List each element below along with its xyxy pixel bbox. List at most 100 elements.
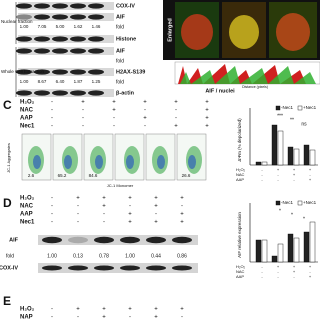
treatment-sign: + [205, 124, 209, 130]
band [88, 14, 104, 20]
treatment-sign: + [128, 196, 132, 202]
condition-sign: - [261, 177, 263, 182]
treatment-label: H₂O₂ [20, 196, 35, 202]
treatment-sign: - [82, 108, 84, 114]
flow-cloud [126, 155, 134, 169]
band [172, 236, 192, 244]
treatment-sign: + [180, 307, 184, 313]
treatment-sign: - [155, 212, 157, 218]
treatment-sign: - [51, 124, 53, 130]
fold-value: 8.67 [38, 79, 47, 84]
band [52, 36, 68, 42]
flow-cloud [95, 155, 103, 169]
condition-sign: - [261, 167, 263, 172]
treatment-label: H₂O₂ [20, 100, 35, 106]
axis-label: JC-1 Monomer [107, 183, 134, 188]
fold-value: 1.00 [20, 24, 29, 29]
bar [303, 231, 310, 263]
bar [261, 161, 268, 166]
blot-strip [38, 235, 198, 245]
panel-letter: E [3, 294, 11, 308]
section-label: Nuclear fraction [1, 19, 33, 24]
fold-value: 5.00 [56, 24, 65, 29]
condition-label: NAC [236, 269, 245, 274]
treatment-sign: + [180, 220, 184, 226]
treatment-sign: - [77, 315, 79, 320]
blot-label: fold [116, 79, 124, 85]
condition-label: AAP [236, 177, 244, 182]
band [70, 90, 86, 96]
annotation: * [279, 208, 281, 214]
band [42, 236, 62, 244]
band [16, 14, 32, 20]
band [34, 48, 50, 54]
treatment-sign: + [154, 196, 158, 202]
blot-label: AIF [116, 14, 126, 20]
blot-label: COX-IV [0, 265, 18, 271]
treatment-label: NAP [20, 315, 33, 320]
band [34, 69, 50, 75]
treatment-sign: - [181, 204, 183, 210]
flow-cloud [188, 155, 196, 169]
bar [261, 239, 268, 263]
band [52, 48, 68, 54]
treatment-sign: - [129, 315, 131, 320]
condition-sign: - [277, 269, 279, 274]
legend-label: -Nec1 [281, 105, 294, 110]
band [34, 36, 50, 42]
treatment-sign: - [51, 196, 53, 202]
band [70, 69, 86, 75]
treatment-sign: - [51, 108, 53, 114]
treatment-sign: + [102, 315, 106, 320]
panel-letter: C [3, 98, 12, 112]
flow-cloud [33, 155, 41, 169]
treatment-sign: - [51, 212, 53, 218]
blot-label: AIF [9, 237, 19, 243]
fold-value: 1.46 [92, 24, 101, 29]
band [34, 90, 50, 96]
band [16, 3, 32, 9]
condition-sign: + [293, 172, 296, 177]
treatment-sign: - [51, 307, 53, 313]
band [16, 69, 32, 75]
fold-value: 1.62 [74, 24, 83, 29]
bar [277, 243, 284, 263]
bar [309, 221, 316, 263]
fold-value: 1.00 [20, 79, 29, 84]
treatment-sign: + [81, 100, 85, 106]
caption: AIF / nuclei [205, 88, 235, 94]
treatment-sign: + [128, 212, 132, 218]
annotation: * [303, 216, 305, 222]
fold-value: 6.40 [56, 79, 65, 84]
band [146, 265, 166, 271]
profile-green [180, 66, 316, 84]
treatment-sign: - [77, 220, 79, 226]
blot-strip [38, 263, 198, 273]
band [88, 3, 104, 9]
treatment-sign: + [180, 212, 184, 218]
flow-cloud [157, 155, 165, 169]
plot-value: 84.6 [89, 173, 98, 178]
plot-value: 2.6 [28, 173, 35, 178]
treatment-label: NAC [20, 108, 34, 114]
bar [271, 124, 278, 166]
condition-sign: + [309, 264, 312, 269]
legend-swatch [275, 200, 281, 206]
blot-label: β-actin [116, 90, 135, 96]
treatment-sign: + [76, 196, 80, 202]
band [94, 265, 114, 271]
side-label: Enlarged [167, 18, 173, 42]
legend-label: +Nec1 [303, 105, 317, 110]
treatment-sign: + [112, 100, 116, 106]
legend-label: -Nec1 [281, 200, 294, 205]
treatment-sign: - [51, 116, 53, 122]
annotation: ns [301, 121, 307, 127]
condition-label: NAC [236, 172, 245, 177]
treatment-sign: - [82, 124, 84, 130]
legend-label: +Nec1 [303, 200, 317, 205]
band [94, 236, 114, 244]
band [88, 69, 104, 75]
axis-label: JC-1 Aggregates [6, 143, 11, 173]
condition-sign: - [277, 274, 279, 279]
condition-sign: + [277, 264, 280, 269]
